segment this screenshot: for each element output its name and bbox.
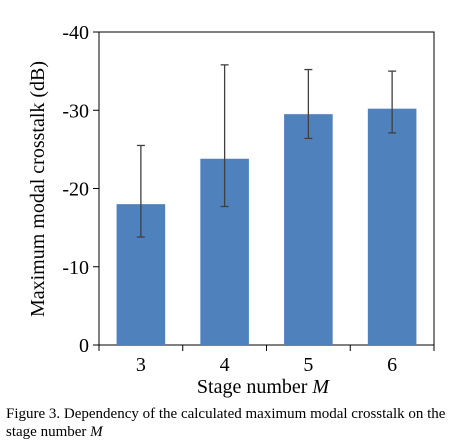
x-axis-ticks: 3 4 5 6	[98, 345, 435, 376]
x-tick-label: 3	[136, 354, 146, 376]
y-tick-label: 0	[79, 335, 89, 357]
y-axis-ticks: 0 -10 -20 -30 -40	[62, 22, 99, 357]
bar-chart: 0 -10 -20 -30 -40 3 4 5 6 Stage number M Maximu…	[27, 22, 435, 398]
error-bars	[136, 64, 397, 238]
error-bar	[220, 64, 229, 208]
bar	[284, 114, 333, 345]
y-tick-label: -20	[62, 179, 89, 201]
y-tick-label: -40	[62, 22, 89, 44]
bar	[367, 108, 417, 345]
caption-line-2: stage number M	[6, 423, 474, 441]
x-tick-label: 4	[220, 354, 230, 376]
bars	[116, 108, 417, 345]
x-axis-title: Stage number M	[197, 376, 331, 398]
y-tick-label: -30	[62, 100, 89, 122]
error-bar	[388, 70, 397, 134]
caption-variable: M	[90, 424, 103, 440]
caption-line-2-text: stage number	[6, 424, 91, 440]
y-tick-label: -10	[62, 257, 89, 279]
x-tick-label: 5	[303, 354, 313, 376]
error-bar	[304, 68, 313, 140]
caption-line-1: Figure 3. Dependency of the calculated m…	[6, 406, 446, 422]
y-axis-title: Maximum modal crosstalk (dB)	[27, 61, 49, 317]
x-tick-label: 6	[387, 354, 397, 376]
error-bar	[136, 144, 145, 238]
